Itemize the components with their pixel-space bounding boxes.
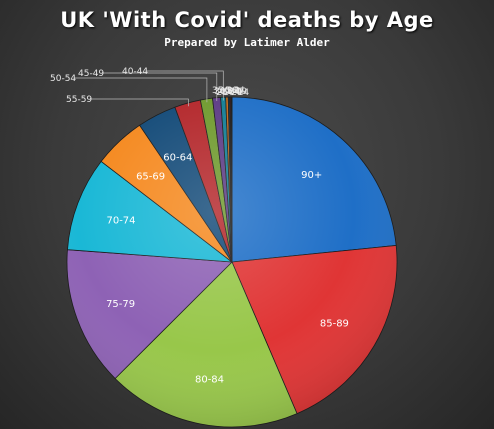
pie-label-20-24: 20-24 <box>219 86 245 96</box>
leader-line-45-49 <box>102 72 218 101</box>
pie-label-15-19: 15-19 <box>221 87 247 97</box>
pie-label-30-34: 30-34 <box>214 87 240 97</box>
pie-label-75-79: 75-79 <box>106 299 135 310</box>
pie-label-50-54: 50-54 <box>50 74 76 84</box>
pie-label-90+: 90+ <box>301 170 322 181</box>
pie-label-85-89: 85-89 <box>320 318 349 329</box>
pie-label-5-9: 5-9 <box>225 86 240 96</box>
pie-label-80-84: 80-84 <box>195 375 224 386</box>
leader-line-50-54 <box>74 77 208 103</box>
pie-label-60-64: 60-64 <box>163 152 192 163</box>
pie-label-0-4: 0-4 <box>227 87 242 97</box>
pie-label-40-44: 40-44 <box>122 67 148 77</box>
pie-label-45-49: 45-49 <box>78 69 104 79</box>
leader-line-40-44 <box>146 70 224 101</box>
leader-line-55-59 <box>90 98 189 107</box>
pie-label-10-14: 10-14 <box>223 88 249 98</box>
pie-label-25-29: 25-29 <box>216 88 242 98</box>
pie-label-70-74: 70-74 <box>106 216 135 227</box>
pie-label-55-59: 55-59 <box>66 95 92 105</box>
chart-subtitle: Prepared by Latimer Alder <box>164 36 330 49</box>
chart-title: UK 'With Covid' deaths by Age <box>60 8 434 32</box>
pie-shine <box>67 97 397 427</box>
pie-label-35-39: 35-39 <box>212 86 238 96</box>
pie-label-65-69: 65-69 <box>136 172 165 183</box>
